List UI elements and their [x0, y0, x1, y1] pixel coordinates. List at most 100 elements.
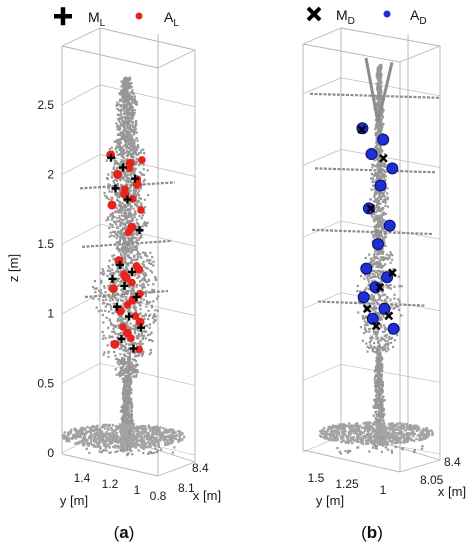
x-tick-label: 8.4 — [444, 455, 461, 469]
M_L-point — [120, 281, 129, 290]
legend-plus-marker — [54, 7, 72, 26]
A_L-point — [113, 169, 123, 179]
M_D-point — [362, 304, 372, 314]
y-tick-label: 1.25 — [335, 477, 359, 491]
A_L-point — [123, 301, 132, 309]
A_D-point — [357, 291, 370, 304]
gridline — [61, 293, 101, 314]
M_D-point — [384, 311, 394, 321]
z-tick-label: 0 — [47, 446, 54, 460]
A_D-point — [374, 179, 387, 192]
panel-b: 1.5 1.25 1 8.058.4 y [m] x [m] MD AD (b) — [302, 6, 466, 542]
panel-b-legend: MD AD — [306, 6, 427, 27]
z-tick-label: 2.5 — [37, 98, 54, 112]
A_L-point — [110, 339, 120, 349]
M_L-point — [117, 334, 126, 343]
M_L-point — [125, 312, 133, 321]
A_L-point — [108, 284, 118, 294]
gridline — [340, 149, 441, 168]
z-tick-label: 2 — [47, 167, 54, 181]
A_L-point — [121, 273, 131, 283]
M_D-point — [371, 321, 381, 331]
M_L-point — [107, 153, 115, 162]
panel-a-z-label: z [m] — [6, 254, 21, 282]
panel-b-caption: (b) — [361, 523, 383, 542]
panel-b-point-cloud — [309, 57, 441, 455]
gridline — [61, 84, 101, 106]
legend-blue-dot — [383, 10, 391, 18]
M_L-point — [119, 163, 127, 172]
gridline — [302, 364, 342, 381]
panel-a-point-cloud — [61, 76, 186, 457]
A_L-point — [128, 278, 136, 287]
gridline — [340, 77, 441, 97]
panel-a-x-label: x [m] — [193, 488, 221, 503]
panel-a-y-ticks: 1.4 1.2 1 0.8 — [74, 471, 167, 503]
gridline — [340, 292, 441, 312]
gridline — [61, 154, 101, 175]
M_D-point — [375, 282, 385, 292]
crown-points — [85, 76, 176, 457]
z-tick-label: 0.5 — [37, 376, 54, 390]
legend-A-D: AD — [410, 7, 427, 27]
gridline — [99, 84, 196, 108]
panel-a-caption: (a) — [114, 523, 135, 542]
M_L-point — [137, 323, 145, 332]
gridline — [61, 363, 101, 384]
panel-a-y-label: y [m] — [60, 493, 88, 508]
M_D-point — [379, 153, 388, 163]
y-tick-label: 0.8 — [150, 489, 167, 503]
gridline — [340, 364, 441, 383]
panel-b-y-ticks: 1.5 1.25 1 — [308, 471, 387, 497]
A_L-point — [119, 323, 127, 331]
A_D-point — [378, 302, 391, 315]
M_L-point — [131, 174, 139, 183]
M_L-point — [111, 184, 120, 193]
branch — [79, 181, 176, 190]
panel-b-x-label: x [m] — [438, 484, 466, 499]
legend-cross-marker — [306, 6, 322, 22]
panel-a-legend: ML AL — [54, 7, 179, 29]
A_D-point — [383, 219, 396, 232]
A_D-point — [372, 238, 384, 251]
branch — [84, 289, 169, 299]
gridline — [61, 223, 101, 245]
M_L-point — [123, 195, 132, 204]
A_D-point — [360, 262, 373, 275]
A_L-point — [124, 228, 133, 237]
panel-b-markers — [356, 122, 400, 335]
gridline — [302, 292, 342, 310]
branch — [311, 228, 433, 236]
A_L-point — [138, 156, 146, 164]
A_L-point — [134, 264, 144, 274]
A_D-point — [386, 162, 399, 175]
panel-b-x-ticks: 8.058.4 — [420, 455, 461, 487]
A_L-point — [114, 256, 124, 266]
crown-points — [336, 63, 424, 455]
M_L-point — [129, 344, 138, 353]
y-tick-label: 1.5 — [308, 471, 325, 485]
M_D-point — [366, 204, 376, 213]
M_L-point — [108, 274, 117, 283]
y-tick-label: 1.2 — [102, 477, 119, 491]
z-tick-label: 1 — [47, 307, 54, 321]
legend-red-dot — [135, 12, 143, 20]
y-tick-label: 1.4 — [74, 471, 91, 485]
branch — [309, 92, 441, 99]
A_L-point — [107, 200, 117, 210]
M_L-point — [135, 226, 144, 235]
A_D-point — [387, 322, 400, 335]
z-tick-label: 1.5 — [37, 237, 54, 251]
M_D-point — [357, 125, 367, 134]
panel-a-x-ticks: 8.18.4 — [178, 461, 209, 495]
gridline — [99, 363, 196, 386]
gridline — [302, 149, 342, 166]
M_L-point — [132, 293, 141, 302]
A_D-point — [366, 312, 379, 325]
x-tick-label: 8.1 — [178, 481, 195, 495]
legend-M-D: MD — [336, 7, 355, 27]
panel-b-y-label: y [m] — [316, 493, 344, 508]
legend-M-L: ML — [88, 9, 106, 29]
branch — [314, 167, 437, 174]
